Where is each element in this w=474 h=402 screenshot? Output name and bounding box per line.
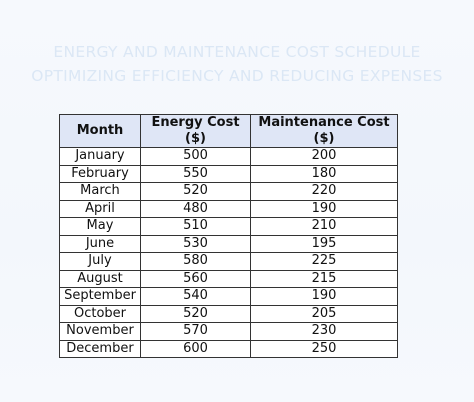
month-cell: July: [59, 252, 141, 271]
energy-cost-cell: 500: [140, 147, 251, 166]
table-row: February 550 180: [59, 164, 398, 183]
maintenance-cost-cell: 190: [250, 287, 398, 306]
energy-cost-cell: 480: [140, 199, 251, 218]
maintenance-cost-cell: 230: [250, 322, 398, 341]
energy-cost-cell: 580: [140, 252, 251, 271]
table-row: July 580 225: [59, 252, 398, 271]
table-row: September 540 190: [59, 287, 398, 306]
month-cell: April: [59, 199, 141, 218]
column-header-month: Month: [59, 114, 141, 148]
table-row: June 530 195: [59, 234, 398, 253]
energy-cost-cell: 550: [140, 164, 251, 183]
month-cell: May: [59, 217, 141, 236]
table-row: May 510 210: [59, 217, 398, 236]
cost-table-container: Month Energy Cost ($) Maintenance Cost (…: [59, 114, 398, 358]
energy-cost-cell: 530: [140, 234, 251, 253]
maintenance-cost-cell: 200: [250, 147, 398, 166]
month-cell: October: [59, 304, 141, 323]
column-header-energy-cost: Energy Cost ($): [140, 114, 251, 148]
document-title: ENERGY AND MAINTENANCE COST SCHEDULE OPT…: [0, 40, 474, 88]
month-cell: August: [59, 269, 141, 288]
table-row: April 480 190: [59, 199, 398, 218]
table-row: November 570 230: [59, 322, 398, 341]
maintenance-cost-cell: 250: [250, 339, 398, 358]
maintenance-cost-cell: 210: [250, 217, 398, 236]
maintenance-cost-cell: 215: [250, 269, 398, 288]
energy-cost-cell: 540: [140, 287, 251, 306]
maintenance-cost-cell: 220: [250, 182, 398, 201]
month-cell: June: [59, 234, 141, 253]
maintenance-cost-cell: 225: [250, 252, 398, 271]
month-cell: November: [59, 322, 141, 341]
table-header-row: Month Energy Cost ($) Maintenance Cost (…: [59, 114, 398, 148]
energy-cost-cell: 570: [140, 322, 251, 341]
energy-cost-cell: 600: [140, 339, 251, 358]
energy-cost-cell: 510: [140, 217, 251, 236]
title-line-2: OPTIMIZING EFFICIENCY AND REDUCING EXPEN…: [31, 67, 443, 85]
table-row: August 560 215: [59, 269, 398, 288]
energy-cost-cell: 560: [140, 269, 251, 288]
column-header-maintenance-cost: Maintenance Cost ($): [250, 114, 398, 148]
table-row: October 520 205: [59, 304, 398, 323]
table-row: December 600 250: [59, 339, 398, 358]
maintenance-cost-cell: 190: [250, 199, 398, 218]
month-cell: January: [59, 147, 141, 166]
energy-cost-cell: 520: [140, 182, 251, 201]
energy-cost-cell: 520: [140, 304, 251, 323]
table-row: March 520 220: [59, 182, 398, 201]
title-line-1: ENERGY AND MAINTENANCE COST SCHEDULE: [53, 43, 421, 61]
month-cell: February: [59, 164, 141, 183]
maintenance-cost-cell: 180: [250, 164, 398, 183]
table-row: January 500 200: [59, 147, 398, 166]
month-cell: September: [59, 287, 141, 306]
maintenance-cost-cell: 195: [250, 234, 398, 253]
cost-schedule-table: Month Energy Cost ($) Maintenance Cost (…: [59, 114, 398, 358]
table-body: January 500 200 February 550 180 March 5…: [59, 147, 398, 358]
month-cell: December: [59, 339, 141, 358]
month-cell: March: [59, 182, 141, 201]
maintenance-cost-cell: 205: [250, 304, 398, 323]
